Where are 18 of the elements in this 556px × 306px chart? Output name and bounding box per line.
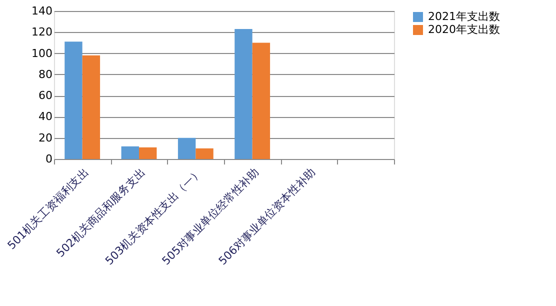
y-tick-label: 120 xyxy=(32,26,52,39)
y-tick-label: 100 xyxy=(32,46,52,60)
legend-label: 2020年支出数 xyxy=(428,23,500,36)
y-tick-label: 40 xyxy=(38,110,52,124)
bar xyxy=(178,138,196,159)
y-tick-label: 140 xyxy=(32,4,52,18)
bar xyxy=(82,55,100,159)
bar xyxy=(64,42,82,159)
y-tick-label: 60 xyxy=(38,89,52,102)
y-tick-label: 20 xyxy=(38,131,52,144)
legend-label: 2021年支出数 xyxy=(428,10,500,23)
y-tick-label: 0 xyxy=(46,152,52,166)
bar xyxy=(196,148,214,159)
bar xyxy=(234,28,252,159)
bar xyxy=(252,42,270,159)
bar xyxy=(121,146,139,159)
bar xyxy=(139,147,157,159)
y-tick-label: 80 xyxy=(38,68,52,81)
